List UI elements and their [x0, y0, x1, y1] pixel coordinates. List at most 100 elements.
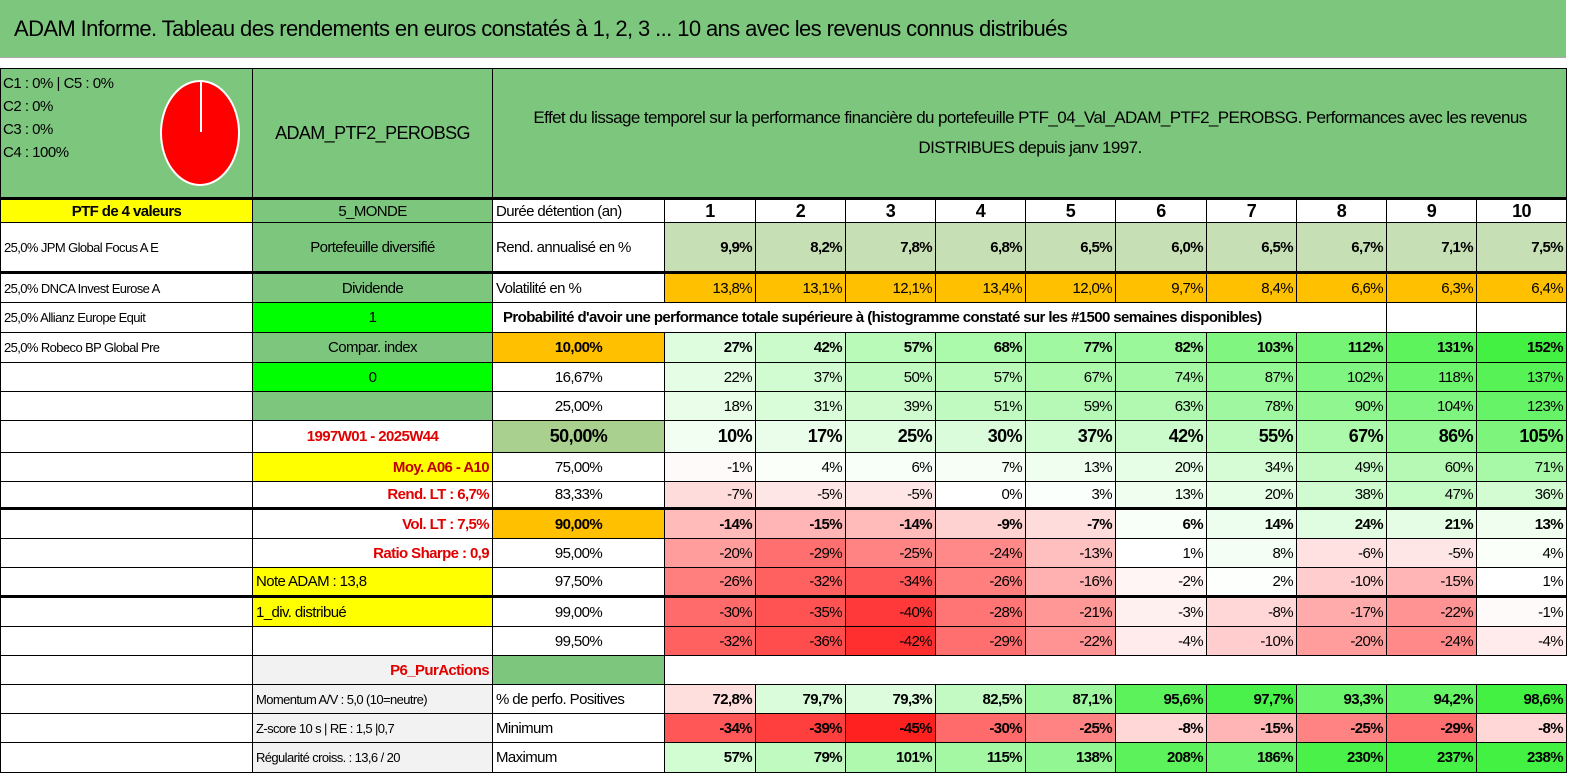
value-cell: 8,2%: [755, 222, 846, 274]
value-cell: 30%: [935, 420, 1026, 453]
value-cell: 90%: [1296, 391, 1387, 421]
value-cell: 8%: [1206, 538, 1297, 568]
value-cell: 104%: [1386, 391, 1477, 421]
info-label: Ratio Sharpe : 0,9: [252, 538, 493, 568]
value-cell: -8%: [1475, 713, 1568, 743]
value-cell: -32%: [664, 626, 756, 656]
table-row: 1_div. distribué 99,00% -30% -35% -40% -28% -2…: [0, 596, 1568, 627]
value-cell: 5: [1025, 198, 1116, 223]
value-cell: 7,8%: [845, 222, 936, 274]
fund-label: [0, 742, 253, 773]
fund-label: 25,0% JPM Global Focus A E: [0, 222, 253, 274]
value-cell: 36%: [1475, 481, 1568, 510]
value-cell: 1%: [1115, 538, 1207, 568]
value-cell: -34%: [845, 567, 936, 598]
page-title: ADAM Informe. Tableau des rendements en …: [0, 0, 1566, 58]
value-cell: 42%: [755, 332, 846, 363]
row-label: 75,00%: [492, 452, 665, 482]
value-cell: 82,5%: [935, 684, 1026, 714]
value-cell: -5%: [845, 481, 936, 510]
fund-label: 25,0% Allianz Europe Equit: [0, 302, 253, 333]
value-cell: -39%: [755, 713, 846, 743]
pie-divider: [200, 82, 202, 132]
value-cell: 112%: [1296, 332, 1387, 363]
value-cell: -3%: [1115, 596, 1207, 627]
value-cell: -5%: [755, 481, 846, 510]
value-cell: 18%: [664, 391, 756, 421]
info-label: Régularité croiss. : 13,6 / 20: [252, 742, 493, 773]
value-cell: -30%: [935, 713, 1026, 743]
fund-label: [0, 626, 253, 656]
value-cell: 105%: [1475, 420, 1568, 453]
returns-table: ADAM_PTF2_PEROBSG Effet du lissage tempo…: [0, 68, 1568, 773]
legend-item: C4 : 100%: [3, 144, 69, 161]
value-cell: 13%: [1475, 508, 1568, 539]
value-cell: 59%: [1025, 391, 1116, 421]
info-label: [252, 626, 493, 656]
value-cell: 3%: [1025, 481, 1116, 510]
value-cell: -10%: [1206, 626, 1297, 656]
value-cell: 237%: [1386, 742, 1477, 773]
value-cell: -20%: [1296, 626, 1387, 656]
info-label: Vol. LT : 7,5%: [252, 508, 493, 539]
value-cell: -10%: [1296, 567, 1387, 598]
value-cell: -14%: [664, 508, 756, 539]
table-row: Note ADAM : 13,8 97,50% -26% -32% -34% -26% -1…: [0, 567, 1568, 598]
value-cell: -9%: [935, 508, 1026, 539]
info-label: Dividende: [252, 272, 493, 303]
row-label: 50,00%: [492, 420, 665, 453]
value-cell: 42%: [1115, 420, 1207, 453]
value-cell: 87,1%: [1025, 684, 1116, 714]
value-cell: 37%: [1025, 420, 1116, 453]
row-label: 99,00%: [492, 596, 665, 627]
row-label: Rend. annualisé en %: [492, 222, 665, 274]
fund-label: [0, 713, 253, 743]
info-label: Momentum A/V : 5,0 (10=neutre): [252, 684, 493, 714]
empty-area: [665, 656, 1567, 685]
value-cell: 74%: [1115, 362, 1207, 392]
table-row: 25,00% 18% 31% 39% 51% 59% 63% 78% 90% 104% 123%: [0, 391, 1568, 421]
value-cell: 49%: [1296, 452, 1387, 482]
value-cell: -22%: [1025, 626, 1116, 656]
value-cell: -35%: [755, 596, 846, 627]
value-cell: 6%: [1115, 508, 1207, 539]
table-row: 0 16,67% 22% 37% 50% 57% 67% 74% 87% 102% 118% 137%: [0, 362, 1568, 392]
header-row: ADAM_PTF2_PEROBSG Effet du lissage tempo…: [0, 68, 1568, 200]
value-cell: -28%: [935, 596, 1026, 627]
value-cell: -20%: [664, 538, 756, 568]
value-cell: 9,9%: [664, 222, 756, 274]
row-label: 83,33%: [492, 481, 665, 510]
value-cell: 79,7%: [755, 684, 846, 714]
value-cell: 6,7%: [1296, 222, 1387, 274]
table-row: Moy. A06 - A10 75,00% -1% 4% 6% 7% 13% 20% 34% 49…: [0, 452, 1568, 482]
value-cell: 79%: [755, 742, 846, 773]
value-cell: 95,6%: [1115, 684, 1207, 714]
table-row: Momentum A/V : 5,0 (10=neutre)% de perfo…: [0, 684, 1568, 714]
value-cell: 67%: [1296, 420, 1387, 453]
info-label: Rend. LT : 6,7%: [252, 481, 493, 510]
value-cell: -17%: [1296, 596, 1387, 627]
value-cell: 118%: [1386, 362, 1477, 392]
value-cell: 6: [1115, 198, 1207, 223]
value-cell: 57%: [935, 362, 1026, 392]
value-cell: 9: [1386, 198, 1477, 223]
value-cell: 7: [1206, 198, 1297, 223]
info-label: Portefeuille diversifié: [252, 222, 493, 274]
table-row: Z-score 10 s | RE : 1,5 |0,7 Minimum -34% -…: [0, 713, 1568, 743]
info-label: 1: [252, 302, 493, 333]
fund-label: [0, 596, 253, 627]
value-cell: 12,1%: [845, 272, 936, 303]
value-cell: 55%: [1206, 420, 1297, 453]
info-label: 1997W01 - 2025W44: [252, 420, 493, 453]
info-label: P6_PurActions: [252, 655, 493, 685]
value-cell: 6,5%: [1025, 222, 1116, 274]
value-cell: -1%: [664, 452, 756, 482]
value-cell: 6,8%: [935, 222, 1026, 274]
description: Effet du lissage temporel sur la perform…: [491, 68, 1568, 200]
fund-label: [0, 538, 253, 568]
value-cell: 6,6%: [1296, 272, 1387, 303]
value-cell: -29%: [1386, 713, 1477, 743]
allocation-pie-chart: [160, 80, 240, 186]
value-cell: 57%: [845, 332, 936, 363]
value-cell: 51%: [935, 391, 1026, 421]
